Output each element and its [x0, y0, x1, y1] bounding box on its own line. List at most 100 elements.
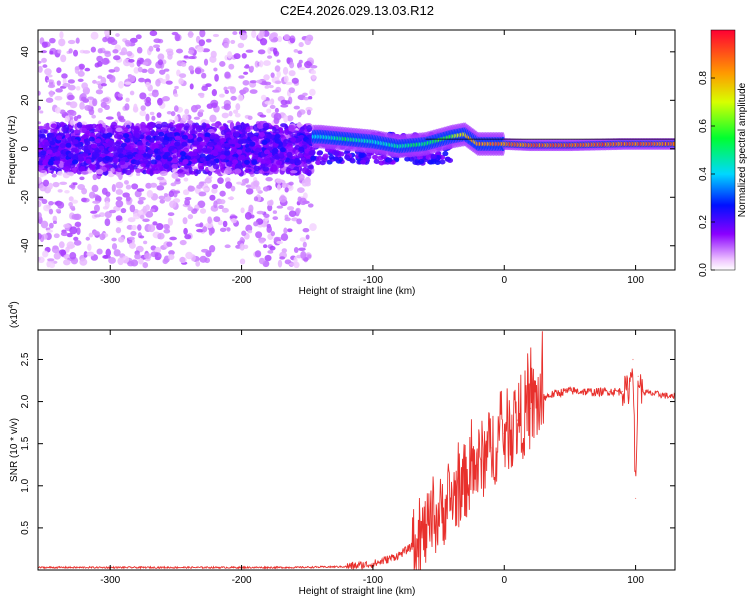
spectrogram-cell [104, 30, 112, 37]
spectrogram-cell [300, 156, 307, 162]
spectrogram-cell [229, 215, 238, 220]
spectrogram-cell [224, 71, 231, 79]
spectrogram-cell [96, 248, 103, 255]
spectrogram-cell [58, 241, 65, 249]
spectrogram-cell [187, 49, 195, 55]
spectrogram-cell [344, 154, 351, 160]
spectrogram-cell [188, 56, 196, 60]
spectrogram-cell [157, 59, 164, 66]
spectrogram-cell [81, 82, 88, 90]
spectrogram-cell [183, 177, 189, 182]
spectrogram-cell [211, 187, 218, 194]
snr-x-tick-label: -100 [363, 575, 383, 586]
spectrogram-cell [298, 59, 303, 64]
spectrogram-cell [95, 89, 104, 95]
spectrogram-cell [196, 46, 205, 53]
spectrogram-cell [157, 53, 165, 61]
spectrogram-cell [298, 173, 305, 181]
spectrogram-cell [296, 218, 303, 225]
spectrogram-cell [90, 210, 98, 214]
spectrogram-cell [157, 97, 163, 106]
spectrogram-y-tick-label: -40 [20, 238, 31, 253]
spectrogram-cell [257, 49, 266, 55]
spectrogram-cell [135, 34, 142, 40]
spectrogram-cell [263, 60, 271, 67]
spectrogram-cell [174, 115, 179, 123]
spectrogram-cell [165, 80, 173, 85]
spectrogram-cell [92, 79, 97, 84]
spectrogram-cell [123, 133, 130, 139]
spectrogram-cell [153, 44, 160, 49]
spectrogram-cell [193, 140, 200, 146]
spectrogram-cell [126, 51, 133, 57]
spectrogram-cell [137, 145, 144, 151]
spectrogram-cell [73, 236, 79, 241]
spectrogram-cell [70, 119, 75, 126]
spectrogram-cell [189, 83, 194, 90]
spectrogram-cell [115, 167, 123, 173]
spectrogram-cell [173, 190, 181, 194]
spectrogram-cell [117, 148, 124, 154]
spectrogram-cell [124, 39, 131, 45]
spectrogram-cell [57, 201, 65, 209]
spectrogram-cell [205, 38, 212, 43]
spectrogram-cell [83, 251, 88, 258]
spectrogram-cell [302, 92, 308, 97]
spectrogram-cell [289, 61, 295, 69]
spectrogram-cell [205, 148, 212, 154]
spectrogram-cell [60, 231, 68, 237]
spectrogram-cell [38, 65, 43, 73]
spectrogram-cell [76, 121, 83, 129]
spectrogram-cell [162, 96, 170, 102]
spectrogram-cell [203, 187, 210, 192]
spectrogram-y-tick-label: 20 [20, 94, 31, 106]
spectrogram-cell [275, 160, 282, 166]
spectrogram-cell [234, 143, 241, 149]
spectrogram-cell [187, 134, 194, 140]
spectrogram-cell [228, 110, 233, 117]
spectrogram-cell [276, 240, 284, 245]
spectrogram-cell [286, 115, 294, 122]
spectrogram-cell [40, 150, 47, 156]
spectrogram-cell [84, 124, 93, 131]
spectrogram-cell [281, 182, 289, 189]
spectrogram-cell [199, 30, 206, 38]
spectrogram-cell [55, 88, 63, 93]
spectrogram-cell [156, 176, 165, 181]
spectrogram-cell [293, 246, 299, 253]
spectrogram-cell [80, 96, 87, 102]
snr-y-ticks: 0.5 1.0 1.5 2.0 2.5 [20, 352, 675, 535]
snr-data-point [451, 497, 453, 500]
spectrogram-cell [190, 130, 198, 135]
spectrogram-cell [276, 178, 283, 184]
spectrogram-cell [273, 47, 278, 55]
spectrogram-cell [270, 164, 278, 173]
spectrogram-cell [139, 214, 145, 220]
spectrogram-cell [270, 38, 278, 43]
spectrogram-cell [79, 127, 88, 133]
spectrogram-cell [157, 232, 165, 240]
spectrogram-cell [280, 99, 288, 105]
spectrogram-cell [197, 200, 206, 209]
spectrogram-cell [198, 39, 206, 47]
spectrogram-cell [137, 210, 144, 215]
spectrogram-cell [89, 163, 96, 171]
spectrogram-cell [72, 139, 79, 145]
spectrogram-cell [103, 104, 110, 111]
spectrogram-cell [39, 133, 46, 139]
spectrogram-cell [217, 177, 224, 184]
spectrogram-cell [209, 114, 217, 123]
spectrogram-cell [300, 251, 307, 259]
spectrogram-cell [280, 233, 289, 241]
spectrogram-cell [67, 111, 72, 116]
spectrogram-cell [309, 65, 318, 69]
spectrogram-cell [233, 132, 240, 138]
spectrogram-y-tick-label: 40 [20, 46, 31, 58]
spectrogram-cell [283, 227, 288, 234]
spectrogram-cell [102, 97, 110, 103]
spectrogram-cell [75, 37, 80, 44]
spectrogram-cell [174, 85, 179, 90]
spectrogram-cell [163, 228, 171, 234]
spectrogram-cell [124, 103, 130, 111]
spectrogram-cell [127, 217, 136, 223]
